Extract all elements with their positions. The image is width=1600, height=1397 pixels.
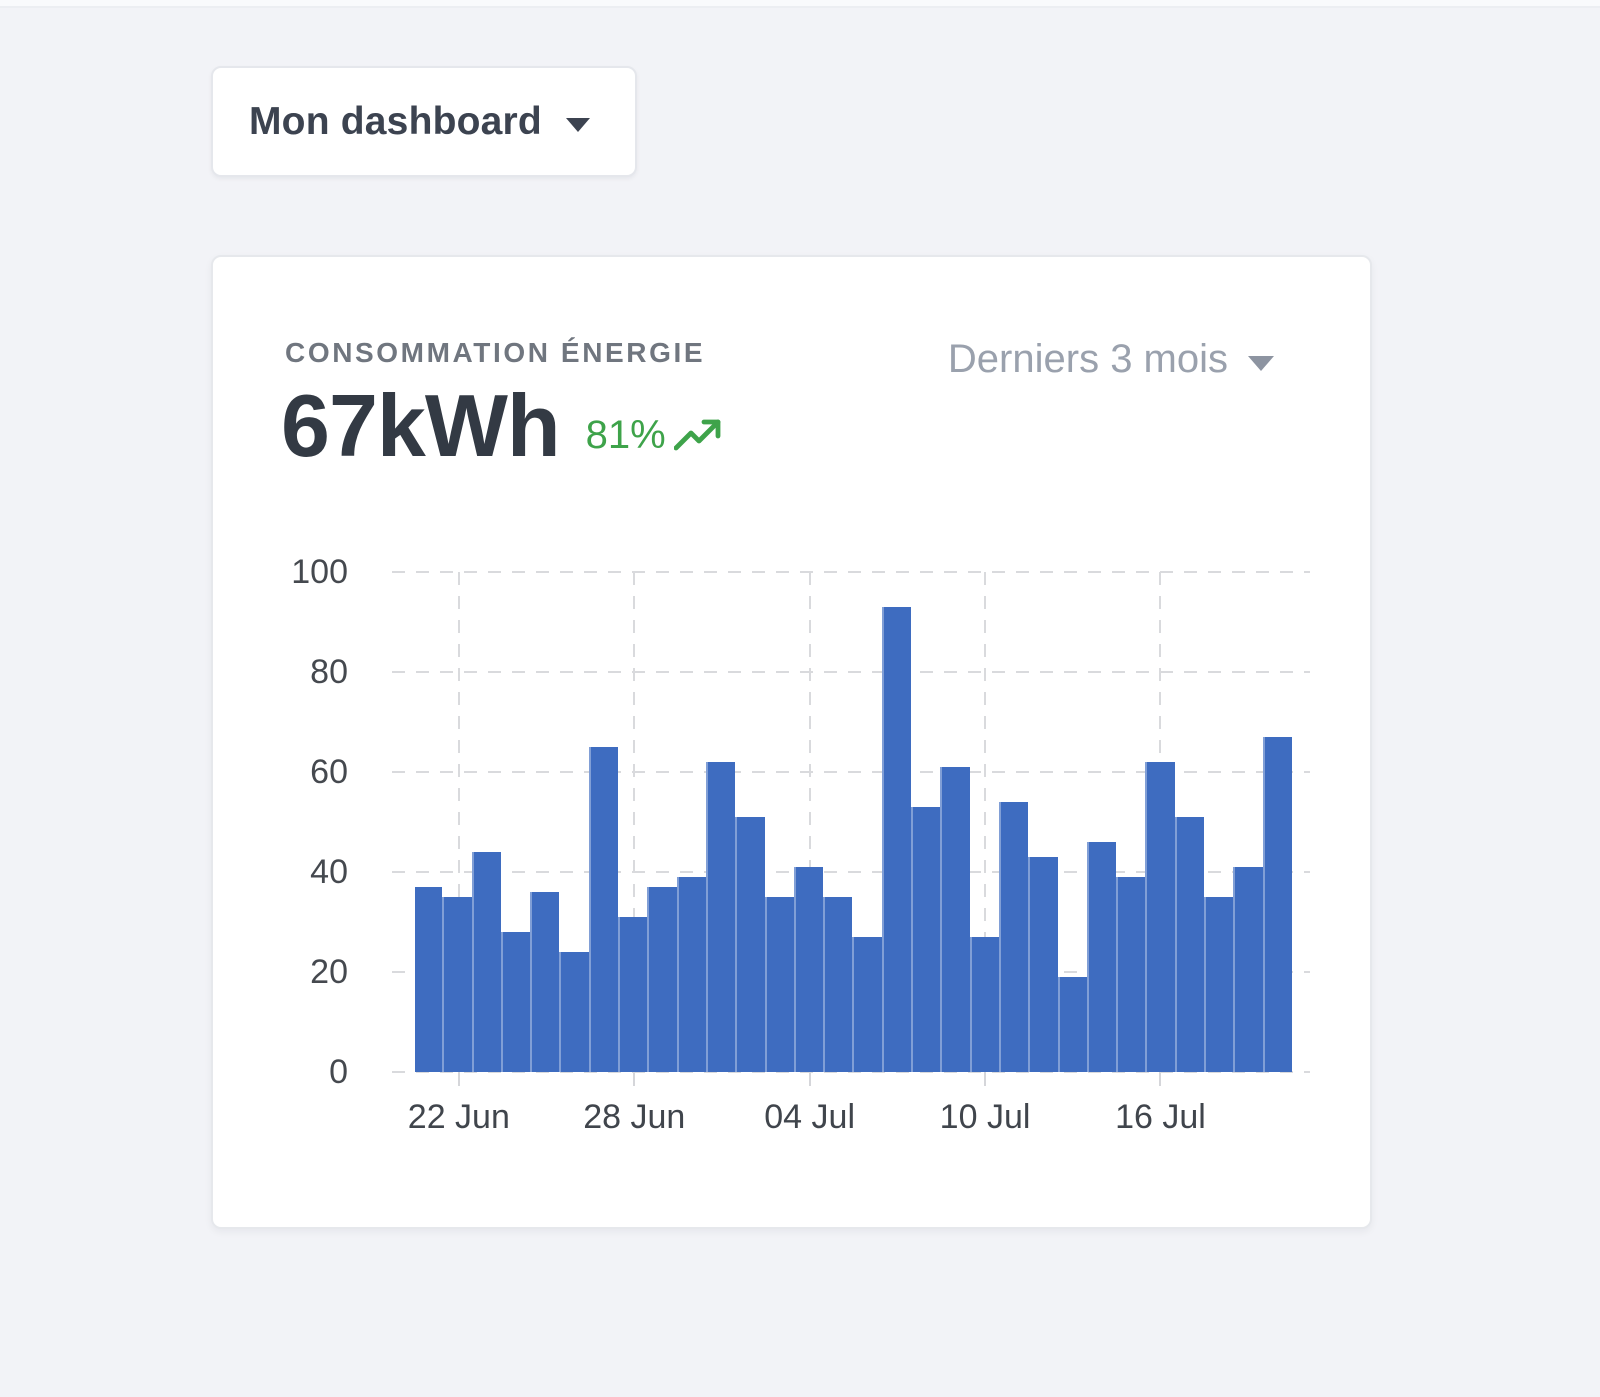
bar (1086, 842, 1117, 1072)
h-gridline (392, 871, 1310, 873)
h-gridline (392, 771, 1310, 773)
v-gridline (808, 572, 811, 1072)
bar (618, 917, 648, 1072)
trending-up-icon (673, 419, 721, 451)
h-gridline (392, 671, 1310, 673)
bar (588, 747, 619, 1072)
y-axis-label: 40 (310, 853, 348, 891)
bar (823, 897, 853, 1072)
y-axis-label: 60 (310, 753, 348, 791)
bar (500, 932, 531, 1072)
top-strip (0, 0, 1600, 8)
bar (1145, 762, 1175, 1072)
bar (852, 937, 882, 1072)
y-axis-label: 0 (329, 1053, 348, 1091)
bar (442, 897, 472, 1072)
bar (881, 607, 912, 1072)
bar (1262, 737, 1292, 1072)
bars-container (415, 572, 1292, 1072)
v-gridline (984, 572, 987, 1072)
v-gridline (457, 572, 460, 1072)
x-axis-tick (1159, 1072, 1162, 1086)
h-gridline (392, 1071, 1310, 1073)
x-axis-tick (633, 1072, 636, 1086)
bar (1174, 817, 1205, 1072)
x-axis-label: 28 Jun (583, 1098, 686, 1136)
bar (793, 867, 824, 1072)
card-title: CONSOMMATION ÉNERGIE (285, 337, 706, 368)
bar (1057, 977, 1087, 1072)
energy-value: 67kWh (281, 376, 561, 475)
period-selector[interactable]: Derniers 3 mois (948, 337, 1274, 382)
bar (559, 952, 589, 1072)
bar (1028, 857, 1058, 1072)
x-axis-label: 22 Jun (407, 1098, 510, 1136)
bar (1233, 867, 1263, 1072)
chevron-down-icon (1248, 356, 1274, 371)
h-gridline (392, 571, 1310, 573)
period-selector-label: Derniers 3 mois (947, 337, 1228, 381)
y-axis-label: 100 (291, 553, 348, 591)
v-gridline (633, 572, 636, 1072)
bar (735, 817, 765, 1072)
bar-chart: 0 20 40 60 80 100 22 Jun 28 Jun 04 Jul 10 Jul 16 J… (291, 555, 1310, 1136)
y-axis-label: 20 (310, 953, 348, 991)
energy-consumption-card: CONSOMMATION ÉNERGIE 67kWh 81% Derniers … (211, 255, 1372, 1229)
bar (415, 887, 443, 1072)
chevron-down-icon (565, 117, 590, 132)
x-axis-label: 10 Jul (939, 1098, 1031, 1136)
bar (998, 802, 1029, 1072)
bar (530, 892, 560, 1072)
value-row: 67kWh 81% (281, 379, 722, 472)
bar (911, 807, 941, 1072)
delta-badge: 81% (586, 413, 722, 472)
x-axis-tick (457, 1072, 460, 1086)
bar (1116, 877, 1146, 1072)
delta-percent: 81% (585, 413, 666, 458)
bar (969, 937, 999, 1072)
dashboard-switcher-label: Mon dashboard (249, 99, 542, 143)
dashboard-switcher-button[interactable]: Mon dashboard (211, 66, 637, 177)
bar (1204, 897, 1234, 1072)
bar (705, 762, 736, 1072)
bar (940, 767, 970, 1072)
x-axis-tick (984, 1072, 987, 1086)
bar (676, 877, 706, 1072)
x-axis-label: 16 Jul (1115, 1098, 1206, 1136)
y-axis-label: 80 (310, 653, 348, 691)
x-axis-tick (808, 1072, 811, 1086)
bar (471, 852, 501, 1072)
bar (764, 897, 794, 1072)
x-axis-label: 04 Jul (764, 1098, 856, 1136)
bar (647, 887, 677, 1072)
